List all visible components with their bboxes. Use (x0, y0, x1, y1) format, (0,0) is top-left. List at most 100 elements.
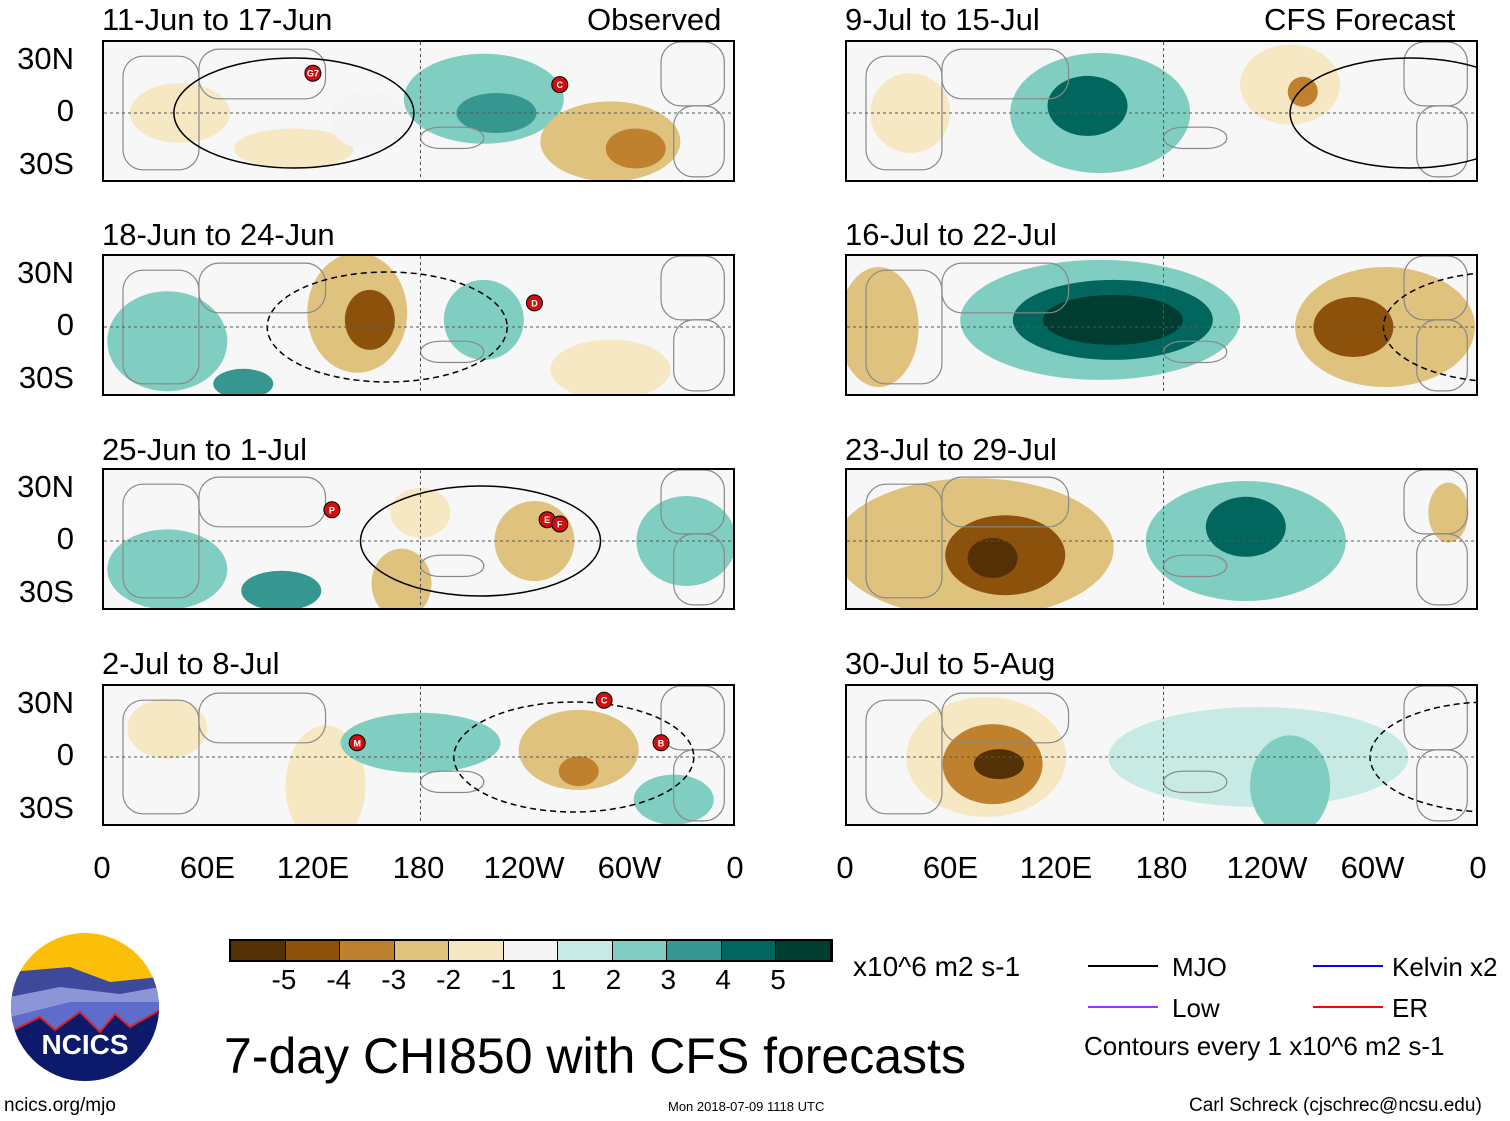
lat-label: 0 (56, 737, 74, 772)
coastline (1416, 105, 1468, 178)
map-panel (845, 468, 1478, 610)
lat-label: 30N (17, 255, 74, 290)
logo-text: NCICS (41, 1029, 128, 1060)
kelvin-line-swatch (1313, 965, 1383, 967)
tropical-cyclone-marker: P (323, 501, 341, 519)
coastline (1416, 749, 1468, 822)
lon-label: 60W (1340, 850, 1405, 885)
legend-er: ER (1392, 993, 1429, 1023)
colorbar-label: -3 (381, 964, 407, 995)
colorbar (229, 939, 833, 962)
site-link[interactable]: ncics.org/mjo (4, 1095, 116, 1116)
anomaly-region (443, 279, 524, 360)
anomaly-region (550, 339, 671, 394)
anomaly-region (371, 548, 432, 608)
lat-label: 30S (18, 790, 74, 825)
anomaly-region (241, 570, 322, 608)
legend-kelvin: Kelvin x2 (1392, 952, 1498, 982)
colorbar-label: 4 (715, 964, 731, 995)
observed-header: Observed (587, 2, 722, 37)
coastline (1162, 554, 1228, 578)
tropical-cyclone-marker: D (525, 294, 543, 312)
lon-label: 120W (483, 850, 565, 885)
lon-label: 0 (726, 850, 744, 885)
lat-label: 0 (56, 93, 74, 128)
anomaly-region (213, 368, 274, 394)
map-panel (845, 684, 1478, 826)
storm-label: G7 (307, 69, 319, 79)
contour-note: Contours every 1 x10^6 m2 s-1 (1084, 1031, 1445, 1061)
storm-label: D (531, 298, 538, 308)
anomaly-region (605, 128, 666, 169)
anomaly-region (107, 529, 228, 608)
colorbar-label: 5 (770, 964, 786, 995)
colorbar-swatch (449, 941, 504, 960)
figure-title: 7-day CHI850 with CFS forecasts (224, 1028, 966, 1084)
coastline (1416, 319, 1468, 392)
storm-label: P (329, 505, 335, 515)
anomaly-region (1042, 294, 1183, 345)
coastline (673, 749, 725, 822)
map-panel: G7 C (102, 40, 735, 182)
storm-label: M (353, 738, 361, 748)
anomaly-region (870, 73, 951, 153)
panel-title: 2-Jul to 8-Jul (102, 646, 280, 681)
anomaly-region (1287, 76, 1318, 107)
lat-label: 0 (56, 521, 74, 556)
lat-label: 30N (17, 469, 74, 504)
coastline (1162, 770, 1228, 794)
anomaly-region (967, 538, 1018, 579)
ncics-logo: NCICS (11, 933, 159, 1081)
mjo-contour (1475, 539, 1476, 543)
panel-title: 25-Jun to 1-Jul (102, 432, 308, 467)
anomaly-region (1428, 482, 1469, 543)
tropical-cyclone-marker: C (595, 691, 613, 709)
map-panel (845, 254, 1478, 396)
tropical-cyclone-marker: C (551, 76, 569, 94)
lat-label: 30N (17, 685, 74, 720)
anomaly-region (973, 749, 1024, 780)
colorbar-label: -1 (491, 964, 516, 995)
anomaly-region (129, 83, 230, 143)
lat-label: 30N (17, 41, 74, 76)
colorbar-swatch (612, 941, 668, 960)
anomaly-region (233, 128, 354, 169)
colorbar-label: -2 (436, 964, 462, 995)
colorbar-swatch (776, 941, 832, 960)
lon-label: 0 (836, 850, 854, 885)
panel-title: 11-Jun to 17-Jun (102, 2, 333, 37)
low-line-swatch (1088, 1006, 1158, 1008)
coastline (941, 48, 1070, 100)
colorbar-swatch (667, 941, 722, 960)
coastline (419, 770, 485, 794)
storm-label: C (557, 80, 564, 90)
tropical-cyclone-marker: F (551, 515, 569, 533)
lon-label: 180 (1135, 850, 1188, 885)
colorbar-units: x10^6 m2 s-1 (853, 951, 1021, 982)
coastline (419, 126, 485, 150)
storm-label: C (601, 696, 608, 706)
map-panel: P E F (102, 468, 735, 610)
legend-low: Low (1172, 993, 1220, 1023)
colorbar-swatch (285, 941, 341, 960)
mjo-contour (359, 485, 602, 597)
er-line-swatch (1313, 1006, 1383, 1008)
storm-label: F (557, 519, 563, 529)
mjo-contour (1289, 57, 1476, 169)
anomaly-region (558, 756, 599, 787)
panel-title: 23-Jul to 29-Jul (845, 432, 1057, 467)
anomaly-region (1205, 496, 1286, 557)
anomaly-region (344, 289, 395, 350)
map-panel (845, 40, 1478, 182)
colorbar-swatch (340, 941, 395, 960)
colorbar-swatch (503, 941, 559, 960)
anomaly-region (518, 709, 639, 790)
coastline (198, 48, 327, 100)
colorbar-label: 1 (550, 964, 567, 995)
timestamp: Mon 2018-07-09 1118 UTC (668, 1099, 825, 1114)
legend-mjo: MJO (1172, 952, 1227, 982)
mjo-contour (173, 57, 415, 169)
colorbar-label: 2 (605, 964, 622, 995)
colorbar-label: -4 (326, 964, 352, 995)
